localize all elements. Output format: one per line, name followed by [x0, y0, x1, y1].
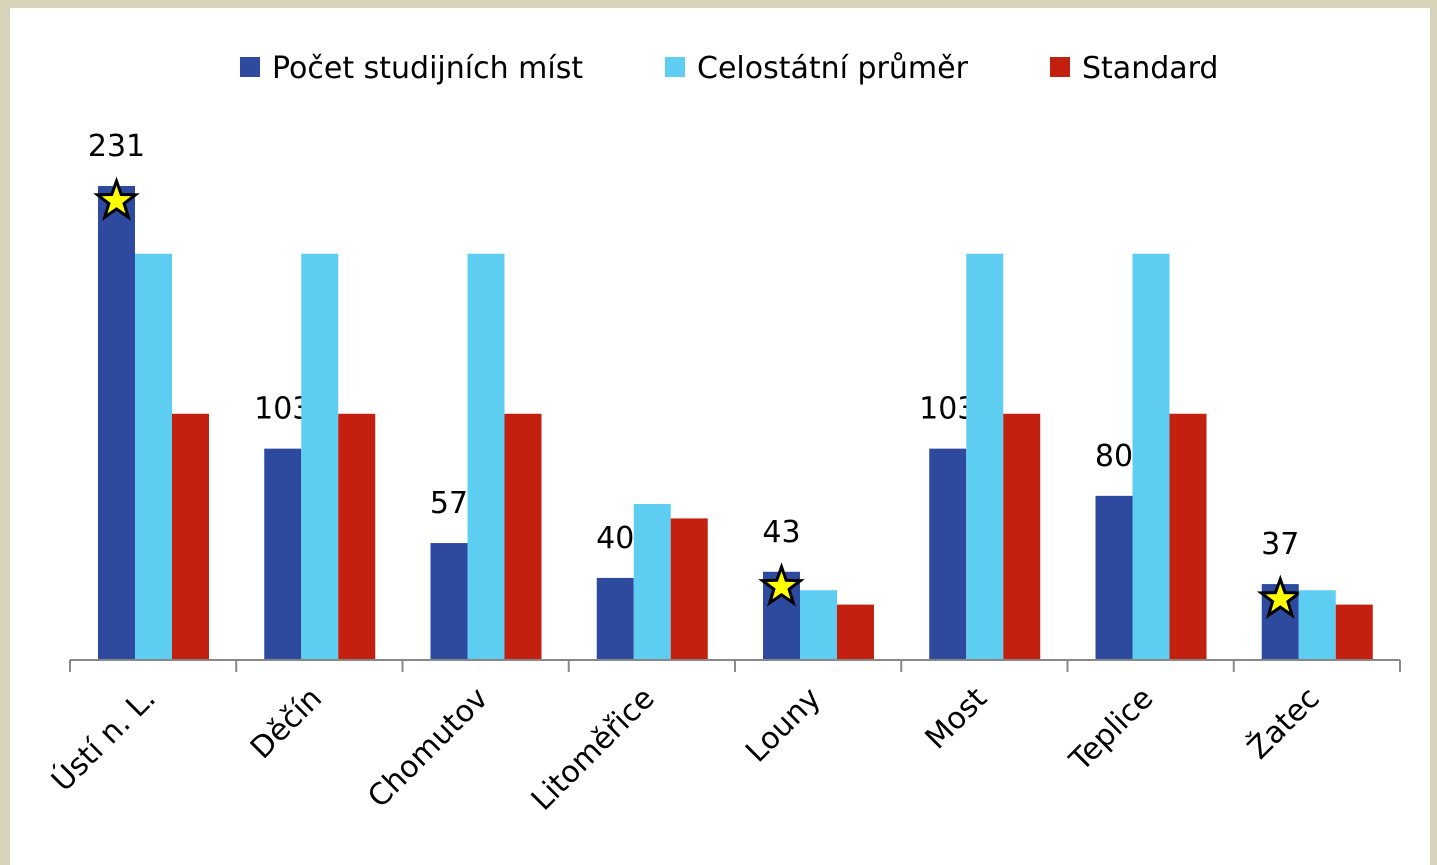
- legend-label: Celostátní průměr: [697, 51, 969, 86]
- data-label: 40: [596, 521, 634, 556]
- bar: [430, 543, 468, 660]
- bar: [670, 518, 708, 660]
- legend-swatch: [240, 57, 260, 77]
- bar: [264, 448, 302, 660]
- bar: [1335, 604, 1373, 660]
- legend-label: Standard: [1082, 51, 1218, 86]
- data-label: 43: [762, 515, 800, 550]
- legend-label: Počet studijních míst: [272, 51, 583, 86]
- bar: [467, 253, 505, 660]
- data-label: 37: [1261, 527, 1299, 562]
- bar: [135, 253, 172, 660]
- bar: [837, 604, 874, 660]
- legend-swatch: [1050, 57, 1070, 77]
- bar: [596, 577, 634, 660]
- data-label: 231: [88, 129, 145, 164]
- bar: [633, 504, 671, 660]
- star-marker: [93, 176, 140, 221]
- bar: [1298, 590, 1336, 660]
- bar: [929, 448, 967, 660]
- bar: [1169, 413, 1207, 660]
- legend-swatch: [665, 57, 685, 77]
- bar: [800, 590, 837, 660]
- bar: [98, 186, 135, 660]
- data-label: 57: [430, 486, 468, 521]
- bar: [172, 413, 209, 660]
- bar: [338, 413, 376, 660]
- data-label: 80: [1095, 439, 1133, 474]
- chart-background: [10, 8, 1430, 865]
- star-marker: [1256, 574, 1304, 620]
- bar: [301, 253, 339, 660]
- bar: [1132, 253, 1170, 660]
- star-marker: [758, 562, 805, 607]
- bar: [1095, 495, 1133, 660]
- bar: [966, 253, 1004, 660]
- bar: [1003, 413, 1041, 660]
- bar: [504, 413, 542, 660]
